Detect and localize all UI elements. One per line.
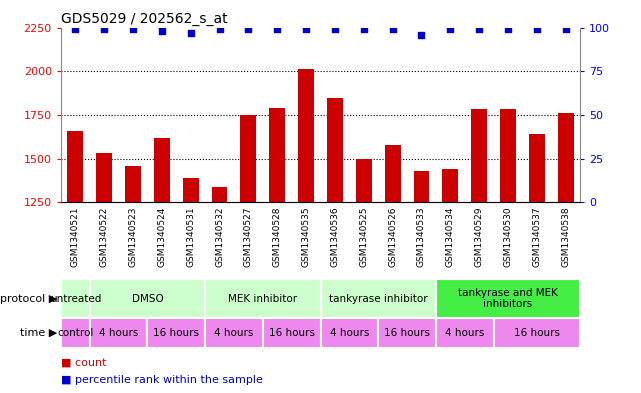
Text: tankyrase and MEK
inhibitors: tankyrase and MEK inhibitors (458, 288, 558, 309)
Text: 4 hours: 4 hours (445, 328, 485, 338)
Bar (90, 318, 147, 348)
Text: MEK inhibitor: MEK inhibitor (228, 294, 297, 304)
Text: GSM1340530: GSM1340530 (503, 206, 513, 267)
Text: 4 hours: 4 hours (214, 328, 254, 338)
Bar (269, 108, 285, 393)
Text: GSM1340528: GSM1340528 (272, 206, 282, 267)
Bar (90, 279, 205, 318)
Text: time ▶: time ▶ (21, 328, 58, 338)
Point (474, 26, 485, 32)
Bar (183, 178, 199, 393)
Text: GSM1340534: GSM1340534 (445, 206, 455, 267)
Bar (263, 318, 320, 348)
Text: 4 hours: 4 hours (99, 328, 138, 338)
Text: 16 hours: 16 hours (384, 328, 430, 338)
Point (417, 31, 427, 38)
Bar (500, 109, 516, 393)
Point (128, 26, 138, 32)
Text: DMSO: DMSO (131, 294, 163, 304)
Bar (320, 279, 436, 318)
Point (214, 26, 225, 32)
Text: GSM1340536: GSM1340536 (330, 206, 340, 267)
Text: GSM1340522: GSM1340522 (99, 206, 109, 266)
Text: GSM1340531: GSM1340531 (186, 206, 196, 267)
Text: protocol ▶: protocol ▶ (1, 294, 58, 304)
Text: GSM1340537: GSM1340537 (532, 206, 542, 267)
Bar (529, 134, 545, 393)
Text: GSM1340521: GSM1340521 (71, 206, 80, 267)
Text: GSM1340529: GSM1340529 (474, 206, 484, 267)
Bar (471, 109, 487, 393)
Bar (413, 171, 429, 393)
Bar (436, 318, 494, 348)
Bar (205, 318, 263, 348)
Bar (385, 145, 401, 393)
Text: GSM1340535: GSM1340535 (301, 206, 311, 267)
Bar (327, 98, 343, 393)
Point (503, 26, 513, 32)
Point (387, 26, 397, 32)
Bar (147, 318, 205, 348)
Text: untreated: untreated (49, 294, 101, 304)
Point (560, 26, 571, 32)
Bar (61, 318, 90, 348)
Text: GSM1340525: GSM1340525 (359, 206, 369, 267)
Bar (558, 113, 574, 393)
Bar (240, 115, 256, 393)
Point (71, 26, 81, 32)
Point (301, 26, 312, 32)
Text: tankyrase inhibitor: tankyrase inhibitor (329, 294, 428, 304)
Text: ■ count: ■ count (61, 357, 106, 367)
Bar (154, 138, 170, 393)
Text: GSM1340538: GSM1340538 (561, 206, 570, 267)
Bar (378, 318, 436, 348)
Point (99, 26, 109, 32)
Text: 16 hours: 16 hours (514, 328, 560, 338)
Bar (212, 187, 228, 393)
Text: ■ percentile rank within the sample: ■ percentile rank within the sample (61, 375, 263, 386)
Point (186, 29, 196, 36)
Point (445, 26, 455, 32)
Point (157, 28, 167, 34)
Bar (436, 279, 580, 318)
Point (330, 26, 340, 32)
Point (244, 26, 254, 32)
Bar (125, 166, 141, 393)
Bar (298, 70, 314, 393)
Point (359, 26, 369, 32)
Bar (494, 318, 580, 348)
Text: 16 hours: 16 hours (269, 328, 315, 338)
Bar (442, 169, 458, 393)
Text: GSM1340526: GSM1340526 (388, 206, 397, 267)
Text: GSM1340523: GSM1340523 (128, 206, 138, 267)
Text: 4 hours: 4 hours (329, 328, 369, 338)
Text: GSM1340533: GSM1340533 (417, 206, 426, 267)
Bar (96, 153, 112, 393)
Text: GSM1340532: GSM1340532 (215, 206, 224, 267)
Bar (67, 131, 83, 393)
Text: GSM1340524: GSM1340524 (157, 206, 167, 266)
Text: 16 hours: 16 hours (153, 328, 199, 338)
Point (272, 26, 283, 32)
Bar (356, 159, 372, 393)
Bar (320, 318, 378, 348)
Bar (61, 279, 90, 318)
Text: GSM1340527: GSM1340527 (244, 206, 253, 267)
Text: GDS5029 / 202562_s_at: GDS5029 / 202562_s_at (61, 13, 228, 26)
Bar (205, 279, 320, 318)
Point (532, 26, 542, 32)
Text: control: control (57, 328, 94, 338)
